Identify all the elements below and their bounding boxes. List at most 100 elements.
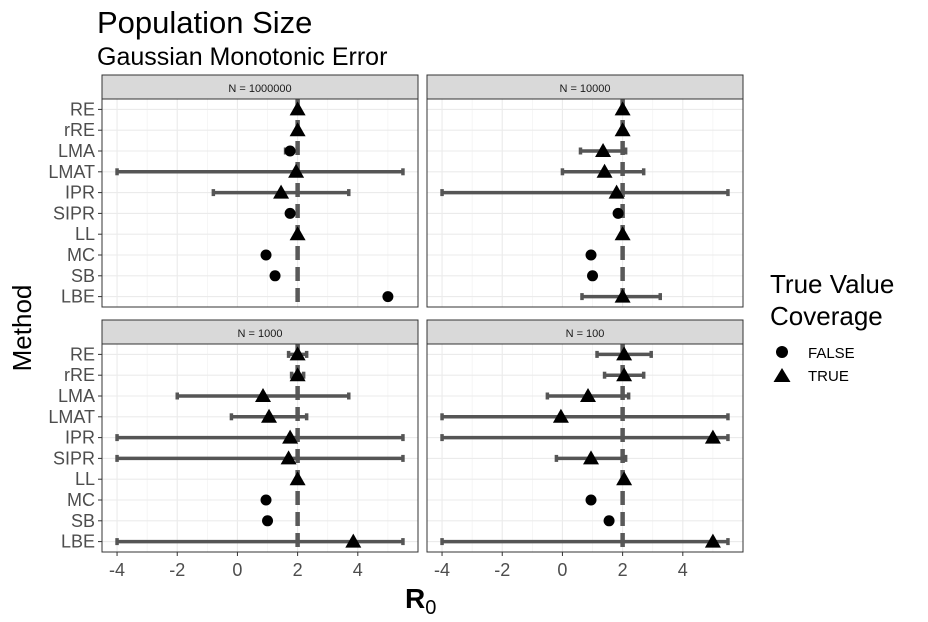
- x-tick-label: -2: [494, 560, 510, 580]
- y-tick-label: SIPR: [53, 203, 95, 223]
- point-true-triangle: [608, 184, 625, 199]
- point-true-triangle: [616, 367, 633, 382]
- legend-key-true-triangle: [773, 368, 791, 382]
- panel-background: [427, 344, 743, 552]
- point-true-triangle: [614, 226, 631, 241]
- point-false-circle: [260, 494, 272, 506]
- y-axis-label: Method: [7, 285, 37, 372]
- y-tick-label: LMA: [58, 386, 95, 406]
- legend: True Value Coverage FALSE TRUE: [770, 269, 894, 385]
- facet-panel: N = 10000: [426, 74, 744, 308]
- point-false-circle: [262, 515, 274, 527]
- point-false-circle: [585, 249, 597, 261]
- facet-strip-label: N = 1000000: [228, 83, 291, 95]
- facet-strip-label: N = 1000: [238, 328, 283, 340]
- y-tick-label: rRE: [64, 365, 95, 385]
- y-tick-label: LMA: [58, 141, 95, 161]
- facet-strip: [101, 319, 419, 345]
- point-true-triangle: [273, 184, 290, 199]
- point-true-triangle: [614, 288, 631, 303]
- x-tick-label: 2: [618, 560, 628, 580]
- point-true-triangle: [552, 408, 569, 423]
- y-tick-label: SB: [71, 511, 95, 531]
- facet-panel: N = 100: [426, 319, 744, 553]
- panel-border: [101, 98, 419, 308]
- point-true-triangle: [616, 346, 633, 361]
- point-true-triangle: [261, 408, 278, 423]
- legend-title-line1: True Value: [770, 269, 894, 299]
- facet-panel: N = 1000: [101, 319, 419, 553]
- facet-panel: N = 1000000: [101, 74, 419, 308]
- facet-strip: [426, 74, 744, 100]
- point-true-triangle: [280, 450, 297, 465]
- point-true-triangle: [255, 388, 272, 402]
- point-true-triangle: [289, 122, 306, 137]
- point-false-circle: [603, 515, 615, 527]
- y-tick-label: IPR: [65, 428, 95, 448]
- chart-subtitle: Gaussian Monotonic Error: [97, 43, 387, 71]
- panel-background: [102, 344, 418, 552]
- point-true-triangle: [289, 346, 306, 361]
- point-false-circle: [269, 270, 281, 282]
- y-tick-label: RE: [70, 344, 95, 364]
- point-true-triangle: [583, 450, 600, 465]
- y-tick-label: LL: [75, 224, 95, 244]
- point-true-triangle: [282, 429, 299, 444]
- x-axis-label: R0: [405, 583, 436, 619]
- y-tick-label: IPR: [65, 183, 95, 203]
- y-tick-label: LMAT: [48, 407, 95, 427]
- legend-key-false-circle: [776, 346, 788, 358]
- facet-strip: [101, 74, 419, 100]
- point-true-triangle: [289, 367, 306, 382]
- point-true-triangle: [289, 471, 306, 486]
- panel-border: [426, 343, 744, 553]
- point-false-circle: [284, 145, 296, 157]
- legend-label-true: TRUE: [808, 368, 849, 385]
- point-true-triangle: [616, 471, 633, 486]
- x-tick-label: -4: [109, 560, 125, 580]
- facet-strip-label: N = 100: [566, 328, 605, 340]
- x-tick-label: -2: [169, 560, 185, 580]
- facet-strip: [426, 319, 744, 345]
- x-axis-ticks: -4 -2 0 2 4 -4 -2 0 2 4: [109, 552, 688, 580]
- y-tick-label: SIPR: [53, 448, 95, 468]
- x-tick-label: -4: [434, 560, 450, 580]
- x-tick-label: 0: [557, 560, 567, 580]
- point-false-circle: [585, 494, 597, 506]
- point-true-triangle: [614, 101, 631, 116]
- panel-border: [426, 98, 744, 308]
- x-tick-label: 2: [293, 560, 303, 580]
- y-tick-label: LMAT: [48, 162, 95, 182]
- point-false-circle: [612, 207, 624, 219]
- y-tick-label: RE: [70, 99, 95, 119]
- point-false-circle: [587, 270, 599, 282]
- panel-border: [101, 343, 419, 553]
- x-tick-label: 4: [678, 560, 688, 580]
- point-true-triangle: [289, 226, 306, 241]
- chart-title: Population Size: [97, 5, 312, 40]
- point-true-triangle: [580, 388, 597, 402]
- legend-label-false: FALSE: [808, 345, 855, 362]
- facet-panels: N = 1000000 N = 10000 N = 1000 N = 100: [101, 74, 744, 553]
- point-false-circle: [382, 291, 394, 303]
- point-true-triangle: [704, 429, 721, 444]
- facet-strip-label: N = 10000: [559, 83, 610, 95]
- point-true-triangle: [289, 101, 306, 116]
- point-true-triangle: [614, 122, 631, 137]
- panel-background: [102, 99, 418, 307]
- y-tick-label: MC: [67, 245, 95, 265]
- panel-background: [427, 99, 743, 307]
- point-true-triangle: [288, 163, 305, 178]
- point-true-triangle: [345, 533, 362, 548]
- point-false-circle: [284, 207, 296, 219]
- point-true-triangle: [595, 143, 612, 157]
- point-false-circle: [260, 249, 272, 261]
- y-tick-label: LL: [75, 469, 95, 489]
- legend-title-line2: Coverage: [770, 301, 883, 331]
- y-tick-label: LBE: [61, 532, 95, 552]
- y-tick-label: LBE: [61, 287, 95, 307]
- y-tick-label: MC: [67, 490, 95, 510]
